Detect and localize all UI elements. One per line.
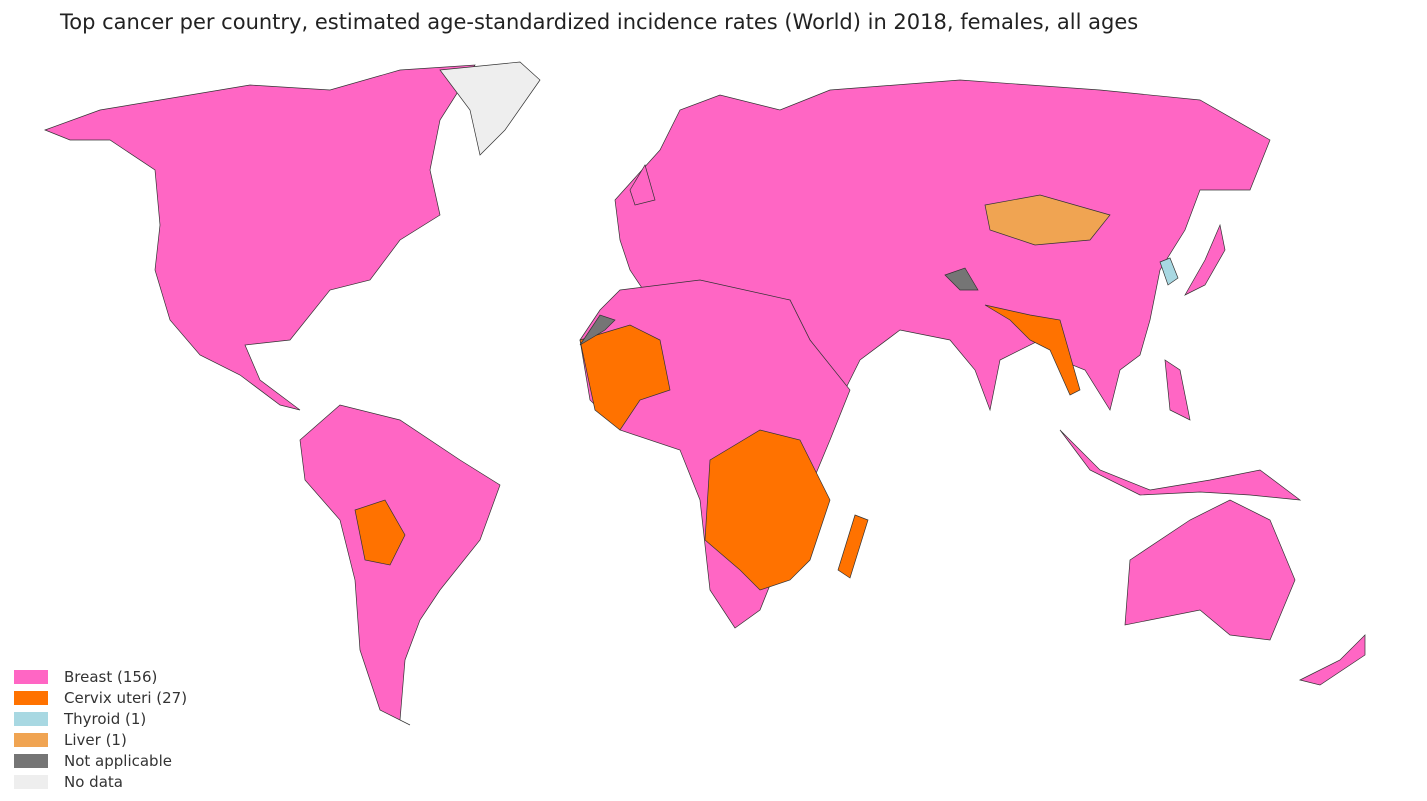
indonesia — [1059, 429, 1302, 501]
uk — [629, 164, 656, 206]
nepal-myanmar — [984, 304, 1081, 396]
legend-item-no-data[interactable]: No data — [14, 771, 187, 792]
madagascar — [837, 514, 869, 579]
legend-label: Cervix uteri (27) — [64, 688, 188, 707]
legend-swatch — [14, 753, 48, 768]
philippines — [1164, 359, 1191, 421]
legend-swatch — [14, 711, 48, 726]
legend-swatch — [14, 669, 48, 684]
legend-label: Not applicable — [64, 751, 172, 770]
west-africa — [579, 324, 671, 431]
legend-label: Liver (1) — [64, 730, 127, 749]
japan — [1184, 223, 1226, 296]
legend-label: Breast (156) — [64, 667, 158, 686]
cervix-regions — [354, 304, 1081, 591]
australia — [1124, 499, 1296, 641]
breast-regions — [44, 64, 1366, 726]
greenland — [439, 61, 541, 156]
legend-item-cervix[interactable]: Cervix uteri (27) — [14, 687, 187, 708]
western-sahara — [579, 314, 616, 346]
legend-swatch — [14, 732, 48, 747]
north-america — [44, 64, 476, 411]
legend-swatch — [14, 690, 48, 705]
mongolia — [984, 194, 1111, 246]
kashmir — [944, 267, 979, 291]
legend-label: Thyroid (1) — [64, 709, 147, 728]
legend: Breast (156) Cervix uteri (27) Thyroid (… — [14, 666, 187, 792]
new-zealand — [1298, 634, 1366, 686]
southern-africa — [704, 429, 831, 591]
legend-item-liver[interactable]: Liver (1) — [14, 729, 187, 750]
legend-label: No data — [64, 772, 123, 791]
legend-item-breast[interactable]: Breast (156) — [14, 666, 187, 687]
bolivia — [354, 499, 406, 566]
legend-item-thyroid[interactable]: Thyroid (1) — [14, 708, 187, 729]
legend-swatch — [14, 774, 48, 789]
south-korea — [1159, 257, 1179, 286]
legend-item-not-applicable[interactable]: Not applicable — [14, 750, 187, 771]
map-title: Top cancer per country, estimated age-st… — [60, 10, 1139, 34]
south-america — [299, 404, 501, 726]
